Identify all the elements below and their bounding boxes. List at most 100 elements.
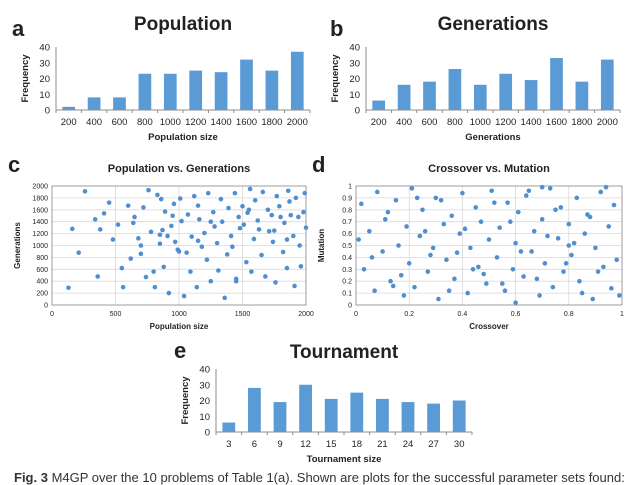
chart-c-point xyxy=(226,205,231,211)
chart-c-point xyxy=(247,186,253,192)
chart-c-point xyxy=(184,250,189,255)
chart-c-point xyxy=(195,203,201,208)
chart-c-ytick-label: 400 xyxy=(36,279,48,286)
chart-b-ytick-label: 40 xyxy=(349,43,360,54)
chart-d-ytick-label: 0 xyxy=(348,303,352,310)
chart-c-point xyxy=(214,240,220,246)
chart-c-point xyxy=(115,222,121,227)
chart-b-ytick-label: 10 xyxy=(349,90,360,101)
chart-c-point xyxy=(280,249,286,255)
chart-c-point xyxy=(92,217,98,222)
chart-c-point xyxy=(155,192,160,198)
chart-d-point xyxy=(484,281,489,286)
chart-d-point xyxy=(507,219,513,224)
chart-a-xtick-label: 200 xyxy=(61,117,77,128)
chart-d-point xyxy=(539,217,545,222)
chart-d-point xyxy=(502,288,508,294)
chart-panel-a: a Population 0 10 20 30 40 200 400 600 800 1000 1200… xyxy=(12,14,311,143)
chart-c-point xyxy=(218,196,224,202)
chart-c-point xyxy=(170,213,175,219)
chart-d-point xyxy=(492,200,497,205)
chart-c-point xyxy=(303,225,309,230)
chart-d-ytick-label: 1 xyxy=(348,184,352,191)
chart-d-point xyxy=(436,296,441,302)
chart-c-point xyxy=(263,274,268,279)
chart-e-bar xyxy=(401,402,415,432)
chart-d-point xyxy=(614,257,619,263)
chart-c-point xyxy=(240,203,245,209)
chart-c-ytick-label: 600 xyxy=(36,267,48,274)
chart-d-point xyxy=(529,249,534,254)
chart-d-point xyxy=(462,226,468,232)
chart-b-bar xyxy=(550,58,563,110)
chart-d-point xyxy=(444,257,449,263)
chart-d-point xyxy=(438,197,444,203)
chart-b-xtick-label: 1400 xyxy=(521,117,542,128)
chart-a-bar xyxy=(113,97,126,110)
chart-b-bar xyxy=(372,100,386,110)
chart-c-point xyxy=(208,278,214,284)
chart-e-bar xyxy=(248,387,261,432)
chart-a-xtick-label: 1200 xyxy=(185,117,206,128)
chart-d-point xyxy=(579,290,585,296)
chart-d-y-axis-label: Mutation xyxy=(317,229,326,262)
chart-d-point xyxy=(609,286,614,291)
chart-c-point xyxy=(256,227,262,232)
chart-c-point xyxy=(148,229,154,235)
chart-c-point xyxy=(171,201,177,207)
chart-a-xtick-label: 1000 xyxy=(160,117,181,128)
chart-a-bar xyxy=(62,106,76,110)
chart-e-ytick-label: 0 xyxy=(205,428,210,439)
chart-c-point xyxy=(166,290,172,296)
chart-d-title: Crossover vs. Mutation xyxy=(428,163,550,175)
chart-c-point xyxy=(138,251,144,257)
chart-e-xtick-label: 12 xyxy=(300,439,311,450)
chart-d-ytick-label: 0.7 xyxy=(342,219,352,226)
chart-d-point xyxy=(537,293,542,298)
chart-d-panel-letter: d xyxy=(312,152,325,177)
chart-a-y-axis-label: Frequency xyxy=(20,54,31,103)
chart-e-bar xyxy=(324,398,338,432)
chart-d-ytick-label: 0.5 xyxy=(342,243,352,250)
chart-e-xtick-label: 18 xyxy=(352,439,363,450)
chart-c-ytick-label: 1200 xyxy=(32,231,48,238)
chart-panel-c: c Population vs. Generations 0 200 400 600 800… xyxy=(8,152,314,331)
chart-d-point xyxy=(577,278,582,284)
chart-c-point xyxy=(128,256,134,261)
chart-a-bar xyxy=(87,97,101,110)
chart-e-bar xyxy=(376,398,389,432)
chart-d-point xyxy=(505,200,510,205)
chart-a-bar xyxy=(240,59,253,110)
chart-d-x-axis-label: Crossover xyxy=(469,322,509,331)
chart-d-ytick-label: 0.8 xyxy=(342,207,352,214)
chart-c-point xyxy=(101,211,107,216)
chart-c-point xyxy=(176,249,182,254)
chart-c-point xyxy=(141,205,146,210)
chart-d-point xyxy=(460,190,465,196)
chart-c-point xyxy=(181,293,187,299)
chart-a-xtick-label: 800 xyxy=(137,117,153,128)
chart-c-point xyxy=(110,237,116,242)
chart-c-point xyxy=(157,232,163,238)
chart-d-point xyxy=(601,264,606,270)
chart-e-xtick-label: 9 xyxy=(277,439,282,450)
chart-c-xtick-label: 0 xyxy=(50,311,54,318)
chart-d-point xyxy=(571,240,577,246)
chart-c-ytick-label: 800 xyxy=(36,255,48,262)
chart-d-xtick-label: 1 xyxy=(620,311,624,318)
chart-e-panel-letter: e xyxy=(174,338,186,363)
chart-c-point xyxy=(212,224,217,229)
chart-d-point xyxy=(361,267,367,272)
chart-a-bar xyxy=(214,72,228,110)
chart-c-point xyxy=(160,227,165,233)
chart-c-point xyxy=(151,269,156,274)
chart-c-point xyxy=(185,212,191,217)
chart-c-point xyxy=(285,188,291,194)
chart-c-ytick-label: 2000 xyxy=(32,184,48,191)
chart-c-point xyxy=(143,274,149,280)
chart-c-point xyxy=(194,284,200,290)
chart-c-point xyxy=(222,295,228,301)
chart-c-point xyxy=(297,243,302,248)
chart-c-point xyxy=(228,233,234,239)
chart-d-point xyxy=(369,255,375,260)
